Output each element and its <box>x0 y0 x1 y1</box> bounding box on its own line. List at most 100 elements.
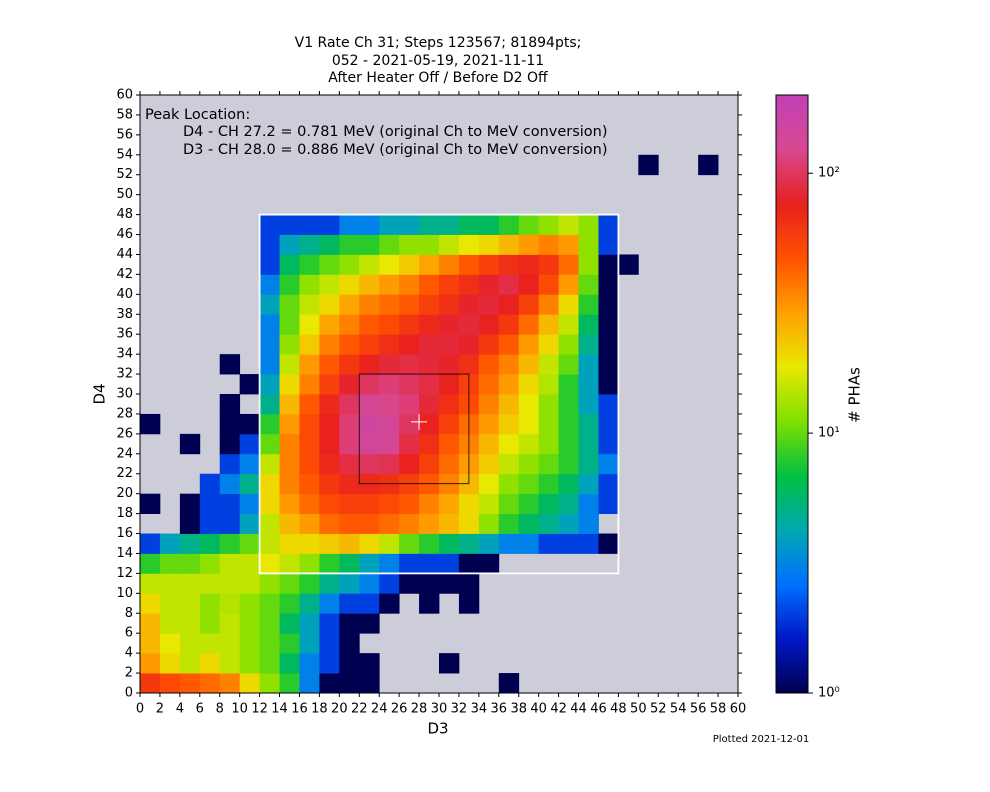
heatmap-cell <box>319 453 340 475</box>
heatmap-cell <box>279 394 300 415</box>
heatmap-cell <box>199 593 221 614</box>
heatmap-cell <box>598 394 619 415</box>
heatmap-cell <box>498 533 520 554</box>
heatmap-cell <box>359 573 380 594</box>
heatmap-cell <box>279 553 300 574</box>
heatmap-cell <box>219 613 241 634</box>
heatmap-cell <box>279 513 300 534</box>
heatmap-cell <box>498 314 520 335</box>
heatmap-cell <box>359 433 380 455</box>
heatmap-cell <box>498 394 520 415</box>
heatmap-cell <box>299 334 320 355</box>
heatmap-cell <box>558 334 579 355</box>
heatmap-cell <box>259 394 280 415</box>
heatmap-cell <box>478 493 500 514</box>
heatmap-cell <box>518 473 540 495</box>
colorbar-tick-label: 10⁰ <box>818 686 840 701</box>
heatmap-cell <box>179 513 201 534</box>
heatmap-cell <box>140 593 161 614</box>
heatmap-cell <box>319 394 340 415</box>
heatmap-cell <box>558 453 579 475</box>
heatmap-cell <box>239 673 260 694</box>
heatmap-cell <box>439 453 460 475</box>
heatmap-cell <box>439 334 460 355</box>
heatmap-cell <box>419 553 440 574</box>
heatmap-cell <box>419 413 440 435</box>
y-tick-label: 8 <box>125 606 133 621</box>
heatmap-cell <box>478 473 500 495</box>
x-tick-label: 44 <box>570 702 587 717</box>
heatmap-cell <box>219 453 241 475</box>
heatmap-cell <box>279 573 300 594</box>
heatmap-cell <box>538 453 559 475</box>
heatmap-cell <box>538 354 559 375</box>
heatmap-cell <box>339 374 360 395</box>
heatmap-cell <box>578 314 599 335</box>
heatmap-cell <box>319 354 340 375</box>
heatmap-cell <box>399 573 420 594</box>
region-box <box>258 213 620 575</box>
heatmap-cell <box>379 553 400 574</box>
heatmap-cell <box>199 533 221 554</box>
heatmap-cell <box>339 433 360 455</box>
heatmap-cell <box>578 493 599 514</box>
heatmap-cell <box>259 374 280 395</box>
x-tick-label: 34 <box>471 702 488 717</box>
heatmap-cell <box>518 294 540 315</box>
heatmap-cell <box>558 254 579 275</box>
heatmap-cell <box>319 573 340 594</box>
heatmap-cell <box>239 653 260 674</box>
heatmap-cell <box>359 613 380 634</box>
region-box <box>358 373 470 485</box>
heatmap-cell <box>259 593 280 614</box>
heatmap-cell <box>439 274 460 295</box>
heatmap-cell <box>578 453 599 475</box>
heatmap-cell <box>259 493 280 514</box>
heatmap-cell <box>478 334 500 355</box>
heatmap-cell <box>339 294 360 315</box>
heatmap-cell <box>179 613 201 634</box>
heatmap-cell <box>598 354 619 375</box>
heatmap-cell <box>598 374 619 395</box>
heatmap-cell <box>498 433 520 455</box>
heatmap-cell <box>379 533 400 554</box>
heatmap-cell <box>279 593 300 614</box>
heatmap-cell <box>478 533 500 554</box>
heatmap-cell <box>458 354 480 375</box>
heatmap-cell <box>458 214 480 235</box>
y-tick-label: 16 <box>116 526 133 541</box>
heatmap-cell <box>319 294 340 315</box>
y-tick-label: 36 <box>116 327 133 342</box>
heatmap-cell <box>299 473 320 495</box>
heatmap-cell <box>558 234 579 255</box>
heatmap-cell <box>219 493 241 514</box>
heatmap-cell <box>239 493 260 514</box>
heatmap-cell <box>419 294 440 315</box>
heatmap-cell <box>359 234 380 255</box>
heatmap-cell <box>538 473 559 495</box>
heatmap-cell <box>498 673 520 694</box>
heatmap-cell <box>439 413 460 435</box>
heatmap-cell <box>379 453 400 475</box>
heatmap-cell <box>558 354 579 375</box>
heatmap-cell <box>319 513 340 534</box>
heatmap-cell <box>359 553 380 574</box>
heatmap-cell <box>219 513 241 534</box>
heatmap-cell <box>159 573 181 594</box>
y-tick-label: 26 <box>116 426 133 441</box>
heatmap-cell <box>379 573 400 594</box>
heatmap-cell <box>239 573 260 594</box>
heatmap-cell <box>179 673 201 694</box>
heatmap-cell <box>558 473 579 495</box>
heatmap-cell <box>279 234 300 255</box>
heatmap-cell <box>638 154 659 176</box>
heatmap-cell <box>578 374 599 395</box>
heatmap-cell <box>279 493 300 514</box>
heatmap-cell <box>239 613 260 634</box>
heatmap-cell <box>239 513 260 534</box>
heatmap-cell <box>439 374 460 395</box>
heatmap-cell <box>419 533 440 554</box>
heatmap-cell <box>478 294 500 315</box>
heatmap-cell <box>159 673 181 694</box>
heatmap-cell <box>478 274 500 295</box>
